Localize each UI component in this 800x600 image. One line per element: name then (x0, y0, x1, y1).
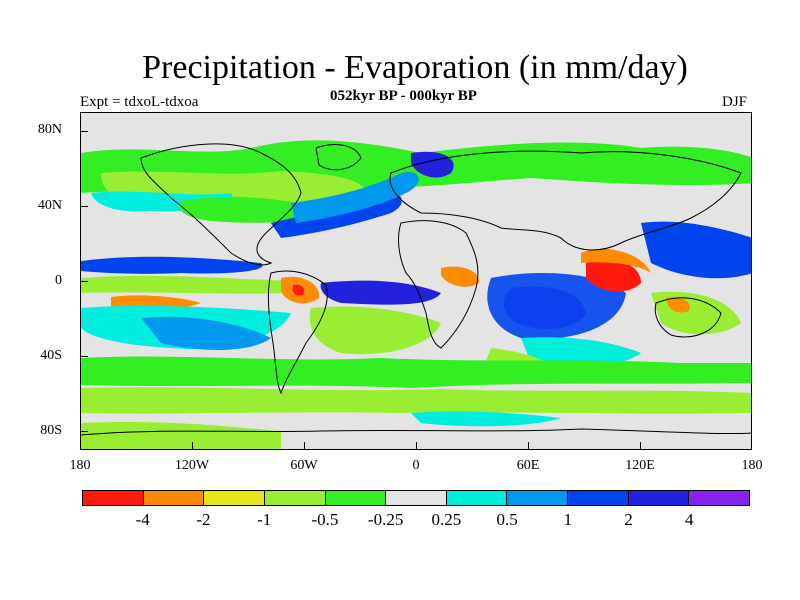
lightgreen-patch-southern-2 (81, 387, 751, 414)
coast-antarctica (81, 428, 751, 436)
lon-label-180w: 180 (69, 458, 91, 473)
lon-label-120e: 120E (625, 458, 655, 473)
map-plot-area (80, 112, 752, 450)
lat-label-40s: 40S (40, 348, 62, 363)
lat-label-0: 0 (55, 273, 62, 288)
lat-label-80n: 80N (37, 122, 62, 137)
colorbar-swatch (568, 491, 629, 505)
green-patch-southern-1 (81, 356, 751, 388)
colorbar-label: 1 (563, 510, 573, 529)
lon-tick (304, 442, 305, 450)
colorbar-label: -0.5 (311, 510, 339, 529)
orange-patch-australia (666, 297, 690, 313)
colorbar-swatch (689, 491, 750, 505)
red-patch-amazon (292, 284, 305, 296)
lat-tick (80, 431, 88, 432)
colorbar-label: -2 (196, 510, 211, 529)
blue-patch-itcz-pacific (81, 256, 263, 274)
colorbar-swatch (628, 491, 690, 505)
lat-tick (80, 356, 88, 357)
colorbar-swatch (204, 491, 265, 505)
lightgreen-patch-antarctic (81, 422, 281, 449)
lon-label-120w: 120W (174, 458, 210, 473)
cyan-patch-indian (521, 337, 641, 368)
colorbar-label: 0.25 (431, 510, 462, 529)
lightgreen-patch-satlantic (309, 306, 441, 355)
lat-label-40n: 40N (37, 198, 62, 213)
anomaly-patches (81, 140, 751, 449)
lat-tick (80, 281, 88, 282)
colorbar-swatch (507, 491, 569, 505)
lon-tick (416, 442, 417, 450)
red-patch-maritime (586, 259, 641, 292)
lon-label-0: 0 (412, 458, 420, 473)
coast-eurasia (389, 150, 742, 251)
orange-patch-westafrica (441, 266, 480, 287)
cyan-patch-southern (411, 411, 561, 427)
coast-africa (398, 220, 479, 349)
blue-patch-atlantic-itcz (320, 280, 441, 305)
colorbar-swatch (386, 491, 447, 505)
colorbar-label: 0.5 (496, 510, 518, 529)
colorbar-swatch (446, 491, 508, 505)
coast-south-america (267, 270, 328, 395)
colorbar-swatch (143, 491, 205, 505)
colorbar-swatch (83, 491, 144, 505)
lat-tick (80, 131, 88, 132)
colorbar-label: -1 (257, 510, 272, 529)
precip-evap-field (81, 140, 751, 449)
blue-patch-indian (487, 273, 626, 339)
experiment-label: Expt = tdxoL-tdxoa (80, 94, 199, 110)
blue-patch-westpacific (641, 221, 751, 279)
lon-label-60e: 60E (516, 458, 540, 473)
colorbar-swatch (264, 491, 326, 505)
green-patch-nw (179, 197, 321, 223)
coastlines (81, 143, 751, 436)
lightgreen-patch-australia (651, 291, 741, 335)
map-title: Precipitation - Evaporation (in mm/day) (142, 49, 688, 86)
lightgreen-patch-eqpacific (81, 275, 291, 294)
lat-label-80s: 80S (40, 423, 62, 438)
map-subtitle: 052kyr BP - 000kyr BP (330, 88, 477, 104)
colorbar (82, 490, 750, 506)
lat-tick (80, 206, 88, 207)
blue-patch-spacific (141, 316, 271, 350)
colorbar-label: -0.25 (367, 510, 404, 529)
lon-label-180e: 180 (741, 458, 763, 473)
lightblue-patch-natlantic (291, 172, 419, 223)
lon-label-60w: 60W (290, 458, 318, 473)
lon-tick (528, 442, 529, 450)
colorbar-label: 2 (624, 510, 633, 529)
colorbar-swatch (325, 491, 387, 505)
coast-australia (654, 297, 722, 338)
lon-tick (640, 442, 641, 450)
colorbar-label: -4 (135, 510, 150, 529)
orange-patch-maritime (581, 248, 651, 273)
colorbar-label: 4 (685, 510, 694, 529)
coast-north-america (140, 143, 302, 266)
lon-tick (192, 442, 193, 450)
coast-greenland (315, 144, 362, 171)
season-label: DJF (722, 94, 748, 110)
